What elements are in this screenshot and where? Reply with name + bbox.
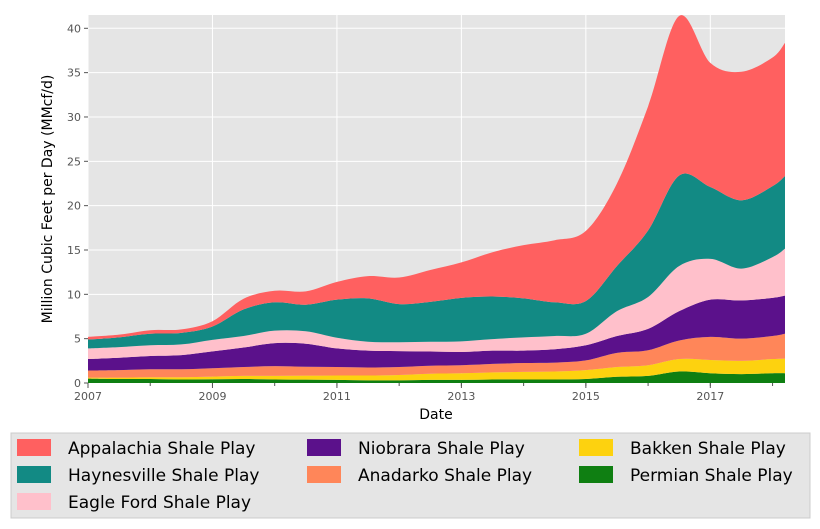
legend-swatch: [579, 466, 613, 483]
y-tick-label: 5: [74, 333, 81, 346]
x-axis: 2007 2009 2011 2013 2015 2017: [74, 383, 774, 403]
area-bakken-shale-play: [88, 358, 785, 381]
y-tick-label: 35: [67, 67, 81, 80]
legend-item-permian-shale-play: Permian Shale Play: [579, 466, 793, 486]
y-tick-label: 25: [67, 155, 81, 168]
area-series: [88, 15, 785, 383]
y-tick-label: 30: [67, 111, 81, 124]
legend-swatch: [579, 439, 613, 456]
legend-item-eagle-ford-shale-play: Eagle Ford Shale Play: [17, 493, 251, 513]
legend-swatch: [17, 439, 51, 456]
legend-label: Permian Shale Play: [630, 466, 793, 486]
area-haynesville-shale-play: [88, 173, 785, 349]
x-tick-label: 2009: [198, 390, 226, 403]
area-niobrara-shale-play: [88, 295, 785, 371]
x-tick-label: 2011: [323, 390, 351, 403]
legend-item-haynesville-shale-play: Haynesville Shale Play: [17, 466, 259, 486]
legend-label: Bakken Shale Play: [630, 439, 786, 459]
legend-swatch: [307, 466, 341, 483]
legend-label: Niobrara Shale Play: [358, 439, 525, 459]
y-axis: 0 5 10 15 20 25 30 35 40: [67, 22, 88, 390]
legend-label: Eagle Ford Shale Play: [68, 493, 251, 513]
y-tick-label: 40: [67, 22, 81, 35]
y-tick-label: 15: [67, 244, 81, 257]
legend-label: Anadarko Shale Play: [358, 466, 532, 486]
x-tick-label: 2015: [572, 390, 600, 403]
x-tick-label: 2007: [74, 390, 102, 403]
y-axis-label: Million Cubic Feet per Day (MMcf/d): [40, 75, 56, 324]
legend-item-anadarko-shale-play: Anadarko Shale Play: [307, 466, 532, 486]
legend-item-bakken-shale-play: Bakken Shale Play: [579, 439, 786, 459]
x-tick-label: 2013: [447, 390, 475, 403]
x-axis-label: Date: [419, 407, 452, 423]
legend-swatch: [17, 466, 51, 483]
legend-box: [10, 432, 811, 519]
area-permian-shale-play: [88, 371, 785, 383]
legend-swatch: [307, 439, 341, 456]
legend-label: Haynesville Shale Play: [68, 466, 259, 486]
y-tick-label: 10: [67, 288, 81, 301]
area-appalachia-shale-play: [88, 15, 785, 340]
legend: Appalachia Shale Play Niobrara Shale Play…: [17, 439, 793, 513]
area-eagle-ford-shale-play: [88, 248, 785, 360]
legend-label: Appalachia Shale Play: [68, 439, 255, 459]
y-tick-label: 0: [74, 377, 81, 390]
x-tick-label: 2017: [696, 390, 724, 403]
legend-item-appalachia-shale-play: Appalachia Shale Play: [17, 439, 255, 459]
area-anadarko-shale-play: [88, 333, 785, 378]
legend-swatch: [17, 493, 51, 510]
y-tick-label: 20: [67, 200, 81, 213]
legend-item-niobrara-shale-play: Niobrara Shale Play: [307, 439, 525, 459]
